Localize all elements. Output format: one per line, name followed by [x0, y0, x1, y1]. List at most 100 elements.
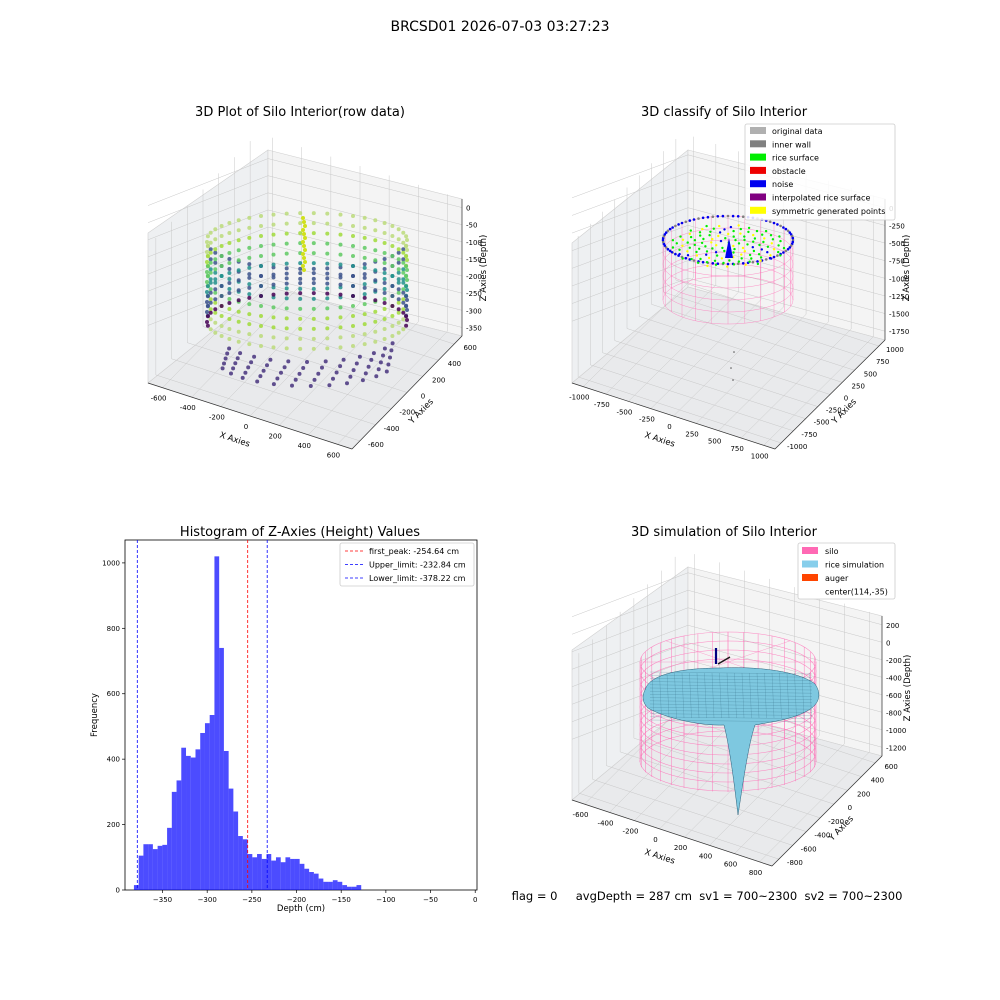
raw-point — [205, 270, 209, 274]
raw-point — [351, 324, 355, 328]
classify-point — [778, 235, 781, 238]
raw-point — [390, 284, 395, 288]
histogram-bar — [275, 857, 281, 890]
raw-point — [284, 221, 289, 226]
raw-point — [311, 211, 316, 216]
classify-xtick: -500 — [616, 408, 632, 416]
histogram-bar — [328, 881, 333, 890]
raw-point — [227, 221, 232, 225]
sim-mesh-line — [696, 672, 700, 719]
classify-ytick: 0 — [844, 395, 848, 403]
raw-point — [268, 357, 273, 362]
classify-xtick: 250 — [685, 430, 698, 438]
raw-point — [219, 264, 224, 268]
classify-point — [732, 235, 735, 238]
classify-y-axis — [774, 339, 886, 450]
classify-grid-y — [638, 175, 843, 383]
raw-point — [382, 287, 387, 291]
histogram-bar — [157, 845, 163, 890]
classify-point — [782, 226, 785, 229]
raw-point — [382, 261, 387, 265]
classify-point — [677, 223, 680, 226]
raw-point — [366, 364, 371, 369]
raw-point — [271, 295, 276, 300]
raw-point — [284, 316, 289, 321]
raw-point — [325, 296, 330, 301]
raw-point — [298, 276, 303, 281]
histogram-bar — [271, 860, 276, 890]
classify-ytick: 750 — [876, 358, 889, 366]
sim-ztick: -800 — [886, 709, 902, 717]
raw-point — [236, 298, 241, 303]
classify-point — [791, 236, 795, 240]
classify-point — [714, 263, 718, 266]
sim-mesh-line — [741, 672, 745, 719]
raw-point — [390, 224, 395, 228]
sim-ytick: 0 — [848, 804, 852, 812]
classify-point — [732, 251, 735, 254]
histogram-bar — [167, 827, 172, 890]
raw-point — [247, 292, 252, 297]
classify-point — [770, 257, 773, 260]
sim-mesh-line — [649, 710, 813, 713]
raw-point — [236, 339, 241, 344]
classify-point — [772, 221, 776, 225]
raw-point — [396, 320, 401, 325]
raw-z-axis-label: Z Axies (Depth) — [479, 235, 489, 302]
classify-legend-swatch — [750, 206, 766, 214]
classify-xtick: -250 — [639, 416, 655, 424]
classify-point — [722, 261, 725, 265]
raw-point — [351, 244, 355, 248]
classify-point — [743, 238, 746, 242]
classify-point — [674, 224, 677, 228]
raw-point — [213, 300, 218, 305]
raw-point — [311, 346, 316, 351]
sim-ztick: -1000 — [886, 727, 906, 735]
classify-point — [712, 227, 715, 230]
raw-point — [396, 247, 401, 252]
histogram-bar — [195, 749, 201, 890]
classify-point — [747, 230, 750, 234]
raw-point — [325, 251, 330, 256]
classify-point — [688, 246, 691, 249]
raw-point — [271, 232, 276, 237]
classify-point — [689, 235, 693, 239]
raw-grid-z — [147, 209, 463, 260]
sim-legend-box — [797, 542, 896, 600]
raw-point — [227, 337, 232, 341]
classify-ytick: -500 — [814, 419, 830, 427]
raw-point — [205, 274, 210, 279]
raw-point — [362, 265, 367, 270]
raw-point — [351, 334, 355, 338]
classify-point — [711, 237, 714, 241]
raw-tick-labels: -600-400-2000200400600-600-400-200020040… — [151, 205, 482, 460]
raw-point — [271, 222, 276, 227]
sim-grid-y — [606, 625, 807, 832]
raw-point — [390, 334, 395, 338]
raw-point — [404, 284, 409, 289]
raw-point — [284, 286, 289, 291]
histogram-bar — [309, 872, 314, 890]
sim-grid-y — [633, 598, 834, 805]
classify-legend-swatch — [750, 180, 766, 188]
classify-point — [724, 237, 727, 240]
classify-point — [736, 262, 740, 266]
classify-point — [766, 245, 770, 248]
raw-point — [205, 260, 209, 264]
raw-grid-z — [147, 192, 463, 243]
sim-mesh-line — [809, 672, 812, 719]
sim-legend-swatch — [802, 547, 818, 554]
raw-point — [236, 329, 241, 334]
classify-point — [784, 249, 788, 253]
classify-point — [723, 249, 726, 253]
classify-point — [759, 256, 763, 259]
sim-mesh-line — [659, 672, 662, 719]
classify-point — [763, 237, 766, 240]
raw-point — [298, 211, 303, 216]
classify-grid-z — [571, 225, 886, 279]
classify-point — [702, 237, 705, 241]
histogram-bar — [200, 732, 205, 890]
sim-grid-x — [684, 587, 795, 838]
raw-point — [316, 371, 321, 376]
classify-legend-label: noise — [772, 180, 793, 189]
